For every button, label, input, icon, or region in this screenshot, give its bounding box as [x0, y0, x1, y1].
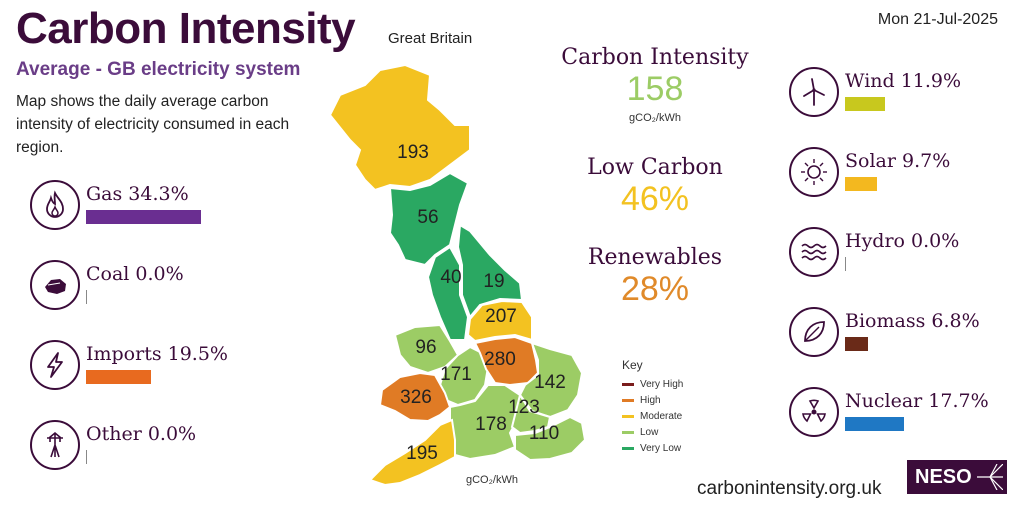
region-value-yorkshire: 207 — [485, 306, 517, 327]
report-date: Mon 21-Jul-2025 — [877, 11, 998, 28]
renewables-value: 28% — [620, 270, 690, 308]
fuel-hydro-bar — [845, 257, 846, 271]
fuel-other-bar — [86, 450, 87, 464]
region-value-north-east: 19 — [483, 271, 504, 292]
region-value-south-wales: 326 — [400, 387, 432, 408]
key-swatch — [622, 430, 634, 434]
leaf-icon — [789, 307, 839, 357]
union-flag-icon — [977, 464, 1003, 490]
gb-regional-map: 193 56 40 19 207 96 171 280 142 326 178 … — [328, 63, 587, 485]
fuel-solar: Solar 9.7% — [789, 147, 1019, 207]
map-region-north-west — [426, 245, 470, 341]
region-value-north-wales: 96 — [415, 337, 436, 358]
map-description: Map shows the daily average carbon inten… — [16, 93, 290, 156]
region-value-north-west: 40 — [440, 267, 461, 288]
fuel-imports-label: Imports 19.5% — [86, 343, 228, 365]
fuel-gas-label: Gas 34.3% — [86, 183, 189, 205]
renewables-label: Renewables — [587, 245, 723, 270]
region-label: Great Britain — [388, 30, 473, 47]
region-value-east-england: 142 — [534, 372, 566, 393]
fuel-hydro-label: Hydro 0.0% — [845, 230, 960, 252]
key-item: Very Low — [622, 440, 683, 456]
fuel-coal-label: Coal 0.0% — [86, 263, 184, 285]
low-carbon-label: Low Carbon — [587, 155, 723, 180]
key-label: Low — [640, 426, 659, 438]
map-region-south-scotland — [388, 171, 470, 267]
fuel-wind-bar — [845, 97, 885, 111]
key-item: Very High — [622, 376, 683, 392]
waves-icon — [789, 227, 839, 277]
carbon-intensity-unit: gCO₂/kWh — [629, 112, 681, 124]
region-value-south-west: 195 — [406, 443, 438, 464]
flame-icon — [30, 180, 80, 230]
key-item: Moderate — [622, 408, 683, 424]
key-item: Low — [622, 424, 683, 440]
region-value-south-east: 110 — [529, 423, 559, 444]
fuel-wind-label: Wind 11.9% — [845, 70, 962, 92]
map-region-north-east — [456, 223, 524, 319]
key-title: Key — [622, 358, 643, 372]
pylon-icon — [30, 420, 80, 470]
map-region-north-scotland — [328, 63, 471, 192]
lightning-icon — [30, 340, 80, 390]
key-label: Moderate — [640, 410, 683, 422]
map-region-yorkshire — [466, 299, 533, 343]
coal-icon — [30, 260, 80, 310]
fuel-gas-bar — [86, 210, 201, 224]
fuel-nuclear-label: Nuclear 17.7% — [845, 390, 989, 412]
region-value-north-scotland: 193 — [397, 142, 429, 163]
key-swatch — [622, 382, 634, 386]
low-carbon-value: 46% — [620, 180, 690, 218]
fuel-biomass-label: Biomass 6.8% — [845, 310, 980, 332]
wind-turbine-icon — [789, 67, 839, 117]
neso-logo: NESO — [907, 460, 1007, 494]
radiation-icon — [789, 387, 839, 437]
fuel-coal: Coal 0.0% — [30, 260, 270, 320]
map-region-south-west — [368, 418, 456, 485]
page-subtitle: Average - GB electricity system — [16, 59, 301, 80]
fuel-other-label: Other 0.0% — [86, 423, 197, 445]
fuel-solar-bar — [845, 177, 877, 191]
fuel-nuclear: Nuclear 17.7% — [789, 387, 1019, 447]
fuel-biomass: Biomass 6.8% — [789, 307, 1019, 367]
fuel-other: Other 0.0% — [30, 420, 270, 480]
website-link[interactable]: carbonintensity.org.uk — [697, 478, 882, 499]
key-swatch — [622, 398, 634, 402]
region-value-london: 123 — [508, 397, 540, 418]
map-region-south-east — [514, 415, 587, 462]
map-unit-label: gCO₂/kWh — [466, 474, 518, 486]
key-swatch — [622, 414, 634, 418]
fuel-nuclear-bar — [845, 417, 904, 431]
fuel-biomass-bar — [845, 337, 868, 351]
region-value-west-midlands: 171 — [440, 364, 472, 385]
fuel-gas: Gas 34.3% — [30, 180, 270, 240]
region-value-south-scotland: 56 — [417, 207, 438, 228]
sun-icon — [789, 147, 839, 197]
region-value-east-midlands: 280 — [484, 349, 516, 370]
key-label: Very Low — [640, 442, 682, 454]
key-swatch — [622, 446, 634, 450]
carbon-intensity-value: 158 — [626, 70, 684, 108]
key-label: High — [640, 394, 661, 406]
key-label: Very High — [640, 378, 684, 390]
fuel-coal-bar — [86, 290, 87, 304]
page-title: Carbon Intensity — [16, 4, 356, 53]
map-region-south-wales — [378, 371, 452, 423]
fuel-hydro: Hydro 0.0% — [789, 227, 1019, 287]
fuel-imports-bar — [86, 370, 151, 384]
fuel-imports: Imports 19.5% — [30, 340, 270, 400]
region-value-south-england: 178 — [475, 414, 507, 435]
fuel-wind: Wind 11.9% — [789, 67, 1019, 127]
map-region-london — [510, 392, 552, 435]
fuel-solar-label: Solar 9.7% — [845, 150, 951, 172]
key-item: High — [622, 392, 683, 408]
neso-logo-text: NESO — [915, 465, 972, 488]
carbon-intensity-label: Carbon Intensity — [561, 45, 749, 70]
map-key: Key Very High High Moderate Low Very Low — [622, 358, 683, 456]
